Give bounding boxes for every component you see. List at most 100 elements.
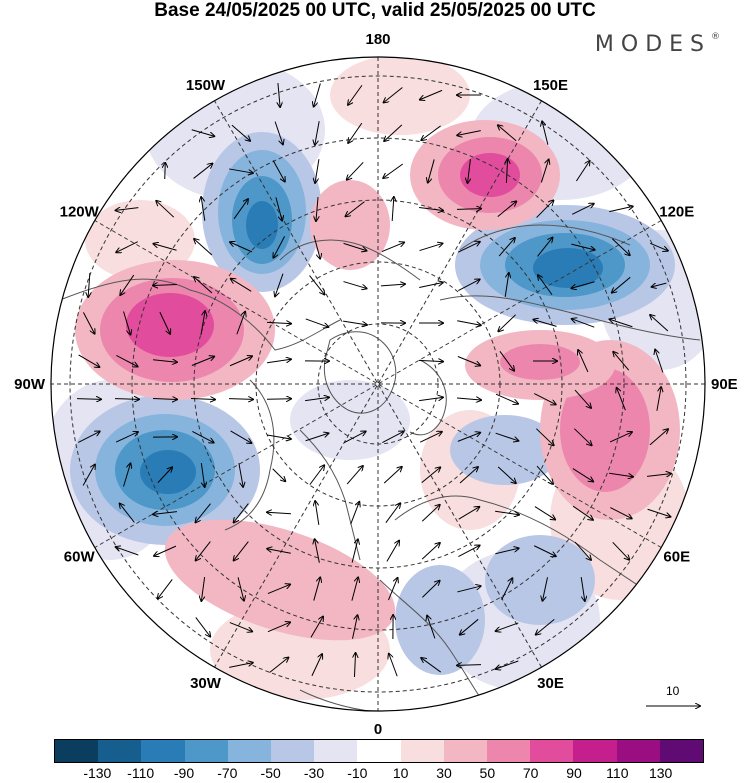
- wind-arrow: [201, 577, 206, 601]
- colorbar-tick-label: 90: [566, 765, 582, 781]
- high-chukchi: [310, 180, 390, 270]
- wind-arrow: [82, 465, 95, 486]
- wind-arrow: [611, 238, 629, 255]
- colorbar-ticks: -130 -110 -90 -70 -50 -30 -10 10 30 50 70 90 110 130: [0, 765, 750, 783]
- wind-arrow: [229, 622, 252, 632]
- wind-arrow: [536, 618, 555, 634]
- lon-label: 90E: [711, 376, 738, 393]
- wind-arrow: [196, 541, 211, 561]
- wind-arrow: [419, 208, 443, 211]
- colorbar-swatch: [184, 740, 228, 762]
- wind-arrow: [267, 622, 290, 633]
- wind-arrow: [386, 541, 399, 562]
- meridian-line: [214, 100, 542, 668]
- colorbar-swatch: [659, 740, 704, 762]
- wind-arrow: [153, 285, 178, 286]
- wind-arrow: [351, 577, 358, 601]
- wind-arrow: [388, 578, 397, 601]
- wind-arrow: [152, 399, 177, 400]
- wind-arrow: [422, 581, 439, 598]
- wind-arrow: [468, 159, 471, 183]
- wind-arrow: [617, 388, 626, 411]
- wind-arrow: [201, 197, 206, 221]
- low-europe: [485, 535, 595, 625]
- wind-arrow: [533, 320, 557, 327]
- wind-arrow: [647, 474, 671, 477]
- wind-arrow: [572, 505, 593, 520]
- colorbar-swatch: [357, 740, 401, 762]
- wind-arrow: [78, 354, 100, 367]
- wind-arrow: [153, 360, 177, 362]
- wind-arrow: [231, 279, 252, 292]
- colorbar-swatch: [314, 740, 358, 762]
- wind-arrow: [420, 89, 443, 99]
- high-canada: [126, 293, 214, 357]
- wind-arrow: [384, 124, 403, 141]
- wind-arrow: [458, 279, 479, 292]
- wind-arrow: [348, 122, 363, 143]
- low-east-siberia: [533, 248, 603, 288]
- wind-arrow: [610, 319, 633, 328]
- anomaly-light-pink: [85, 200, 195, 280]
- wind-arrow: [266, 322, 291, 323]
- wind-arrow: [238, 463, 243, 487]
- wind-arrow: [343, 281, 366, 289]
- wind-vectors: [76, 83, 671, 678]
- wind-arrow: [421, 505, 439, 522]
- wind-arrow: [498, 314, 517, 332]
- wind-arrow: [305, 397, 329, 402]
- colorbar-swatch: [487, 740, 531, 762]
- meridian-line: [94, 220, 662, 548]
- wind-arrow: [229, 356, 252, 367]
- wind-arrow: [419, 283, 442, 288]
- wind-arrow: [497, 466, 516, 483]
- wind-arrow: [116, 547, 139, 556]
- wind-arrow: [352, 615, 358, 639]
- wind-arrow: [315, 501, 320, 525]
- colorbar-swatch: [573, 740, 617, 762]
- lon-label: 120E: [659, 204, 694, 221]
- wind-arrow: [650, 242, 668, 250]
- wind-arrow: [495, 510, 519, 515]
- wind-arrow: [195, 617, 210, 636]
- wind-arrow: [427, 616, 436, 639]
- colorbar-tick-label: 70: [522, 765, 539, 781]
- wind-arrow: [159, 311, 170, 334]
- wind-arrow: [418, 360, 443, 361]
- wind-arrow: [609, 206, 632, 213]
- wind-arrow: [114, 399, 139, 400]
- wind-arrow: [274, 121, 283, 145]
- wind-arrow: [571, 281, 595, 289]
- wind-arrow: [200, 311, 205, 335]
- wind-arrow: [460, 618, 479, 634]
- wind-arrow: [495, 393, 518, 404]
- wind-arrow: [655, 350, 664, 373]
- lon-label: 30W: [190, 675, 222, 692]
- map-boundary: [50, 56, 706, 712]
- meridian-line: [94, 220, 662, 548]
- low-north-pacific: [246, 201, 278, 249]
- wind-arrow: [273, 236, 286, 257]
- low-mediterranean: [395, 565, 485, 675]
- wind-arrow: [315, 121, 320, 145]
- wind-arrow: [571, 243, 594, 250]
- wind-arrow: [419, 243, 443, 252]
- colorbar-swatch: [141, 740, 185, 762]
- lon-label: 180: [365, 31, 390, 48]
- wind-arrow: [78, 432, 99, 443]
- wind-arrow: [191, 357, 214, 366]
- wind-arrow: [193, 164, 213, 179]
- wind-arrow: [457, 586, 480, 593]
- wind-arrow: [652, 282, 667, 287]
- wind-arrow: [536, 200, 554, 218]
- modes-logo: MODES®: [595, 32, 720, 57]
- colorbar-tick-label: 10: [392, 765, 409, 781]
- wind-arrow: [266, 399, 291, 400]
- wind-arrow: [573, 428, 591, 446]
- wind-arrow: [154, 545, 177, 556]
- wind-arrow: [613, 352, 630, 371]
- lon-label: 120W: [60, 204, 100, 221]
- wind-arrow: [192, 430, 213, 442]
- wind-arrow: [158, 579, 173, 598]
- wind-arrow: [457, 433, 480, 442]
